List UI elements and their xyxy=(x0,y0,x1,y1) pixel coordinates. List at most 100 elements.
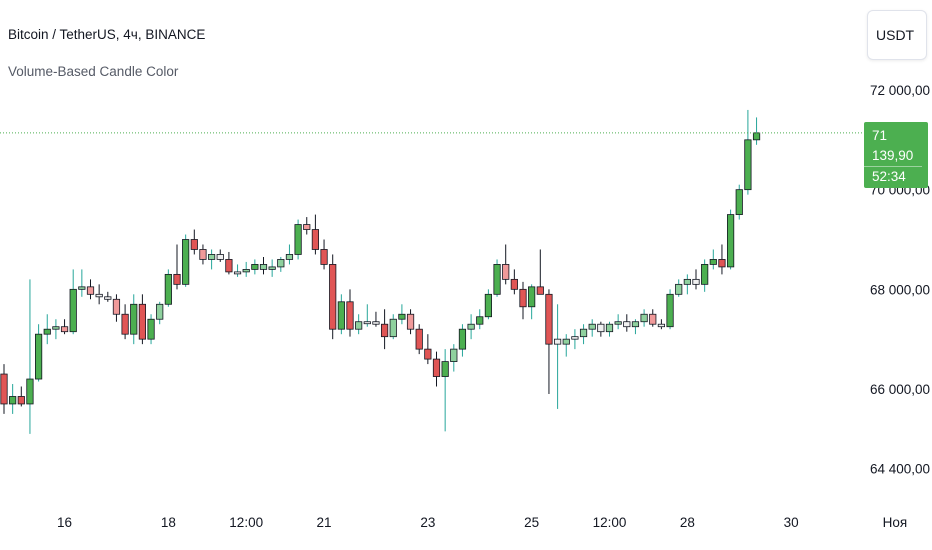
candle-body xyxy=(311,229,320,250)
candle xyxy=(216,249,224,262)
candle-body xyxy=(735,189,743,215)
candle-body xyxy=(182,239,190,285)
candle xyxy=(259,256,268,275)
candle-body xyxy=(86,286,95,295)
candle-body xyxy=(69,288,77,333)
candle-body xyxy=(259,264,268,270)
candle-body xyxy=(380,323,389,338)
candle xyxy=(398,304,406,325)
candle-body xyxy=(519,288,527,308)
candle-body xyxy=(9,396,17,405)
candle xyxy=(735,184,743,220)
candle-body xyxy=(493,264,501,295)
candle-body xyxy=(372,321,380,325)
candle-body xyxy=(138,303,146,340)
candle-body xyxy=(52,326,60,330)
candle-body xyxy=(17,396,25,405)
candle-body xyxy=(337,301,345,330)
candle xyxy=(337,294,345,335)
chart-title: Bitcoin / TetherUS, 4ч, BINANCE xyxy=(8,27,206,42)
candle xyxy=(182,234,190,287)
candle-body xyxy=(398,313,406,320)
candle xyxy=(147,314,155,345)
candle xyxy=(329,254,337,340)
candle xyxy=(17,386,25,407)
candle-body xyxy=(510,278,518,290)
candle-body xyxy=(242,268,250,273)
candle xyxy=(718,244,726,275)
candle-body xyxy=(0,373,8,405)
candle xyxy=(450,344,458,372)
candle-body xyxy=(484,293,493,318)
candle xyxy=(355,314,363,335)
last-price-label: 71 139,90 52:34 xyxy=(864,122,928,188)
candle-body xyxy=(78,286,86,290)
candle xyxy=(441,349,449,432)
candle-body xyxy=(216,254,224,260)
candle-body xyxy=(60,326,69,333)
candle-body xyxy=(752,132,761,141)
candle-body xyxy=(173,273,181,285)
candle-body xyxy=(579,328,588,338)
candle xyxy=(86,279,95,300)
candle xyxy=(640,309,648,327)
candle-body xyxy=(207,254,216,260)
candle-body xyxy=(251,264,259,270)
x-tick-label: 12:00 xyxy=(593,515,627,530)
candle xyxy=(60,319,69,335)
candle-body xyxy=(709,259,717,265)
candle xyxy=(683,274,691,295)
candle-body xyxy=(268,266,276,270)
candle-body xyxy=(727,214,735,268)
candle xyxy=(35,324,43,382)
x-tick-label: 12:00 xyxy=(229,515,263,530)
candle xyxy=(657,319,666,330)
candle-body xyxy=(675,283,683,295)
candle-body xyxy=(536,286,544,295)
candle xyxy=(493,259,501,297)
candle-body xyxy=(432,358,441,377)
candle xyxy=(112,294,121,322)
indicator-name[interactable]: Volume-Based Candle Color xyxy=(8,64,179,79)
candle xyxy=(95,284,103,305)
candle-body xyxy=(476,316,484,325)
candle xyxy=(303,217,311,235)
candle-body xyxy=(363,321,371,325)
candle-body xyxy=(233,271,242,275)
candle xyxy=(380,309,389,350)
candle xyxy=(268,259,276,277)
candle-body xyxy=(112,298,121,315)
candle xyxy=(415,324,423,355)
candle-body xyxy=(649,313,657,325)
candle xyxy=(242,261,250,277)
candle xyxy=(675,279,683,297)
candle-body xyxy=(164,273,172,305)
y-tick-label: 72 000,00 xyxy=(870,83,930,98)
candle-body xyxy=(666,293,674,328)
candle-body xyxy=(156,303,164,320)
candle-body xyxy=(26,378,34,405)
currency-button[interactable]: USDT xyxy=(867,10,927,60)
candle xyxy=(43,314,51,345)
candle xyxy=(666,289,674,330)
candle-body xyxy=(605,323,614,333)
candle-body xyxy=(35,333,43,380)
price-label-divider xyxy=(864,166,922,167)
candle xyxy=(311,214,320,255)
candle xyxy=(502,244,510,285)
candle xyxy=(9,384,17,414)
y-tick-label: 68 000,00 xyxy=(870,282,930,297)
candle-body xyxy=(562,338,570,345)
candle xyxy=(588,319,596,337)
candle xyxy=(372,311,380,327)
candle xyxy=(207,249,216,270)
candle xyxy=(164,269,172,307)
candle-body xyxy=(458,328,467,350)
candle-body xyxy=(631,321,640,328)
candle xyxy=(69,269,77,335)
candle xyxy=(709,249,717,270)
x-tick-label: 23 xyxy=(420,515,435,530)
candle xyxy=(104,291,112,302)
candle xyxy=(389,314,397,340)
